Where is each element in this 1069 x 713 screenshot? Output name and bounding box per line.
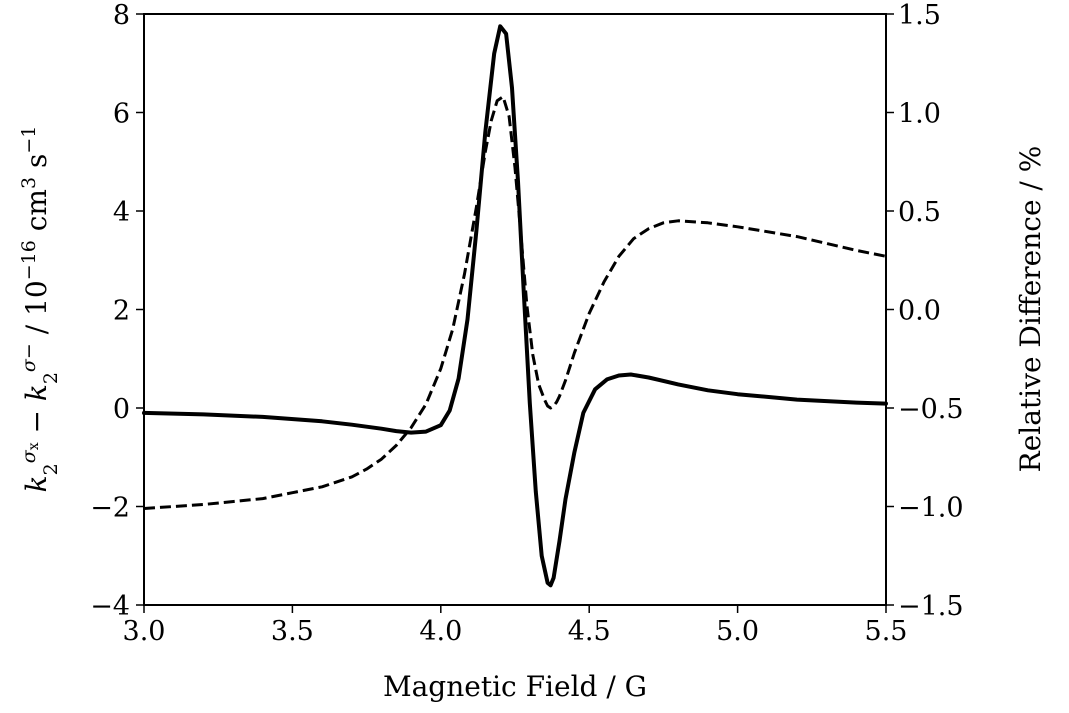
y-axis-label-left: k2σx − k2σ− / 10−16 cm3 s−1 — [18, 126, 62, 493]
y-left-tick-label: −2 — [90, 493, 130, 524]
y-right-tick-label: −0.5 — [898, 394, 964, 425]
y-left-tick-label: 2 — [113, 296, 130, 327]
x-tick-label: 4.0 — [419, 616, 462, 647]
y-left-tick-label: 0 — [113, 394, 130, 425]
x-tick-label: 5.0 — [716, 616, 759, 647]
x-tick-label: 5.5 — [865, 616, 908, 647]
x-axis-label: Magnetic Field / G — [383, 670, 647, 703]
y-right-tick-label: −1.0 — [898, 493, 964, 524]
y-left-tick-label: 6 — [113, 99, 130, 130]
series-lines — [142, 24, 888, 588]
y-right-tick-label: 1.5 — [898, 0, 941, 31]
ticks — [136, 13, 894, 613]
y-left-tick-label: 4 — [113, 197, 130, 228]
series-line-dashed-right — [143, 95, 887, 510]
tick-labels: 3.0 3.5 4.0 4.5 5.0 5.5 −4 −2 0 2 4 6 8 −1.5 −1.0 −0.5 0… — [90, 0, 963, 647]
y-left-tick-label: 8 — [113, 0, 130, 31]
x-tick-label: 3.5 — [271, 616, 314, 647]
y-right-tick-label: 0.5 — [898, 197, 941, 228]
y-axis-label-right: Relative Difference / % — [1014, 146, 1047, 473]
y-right-tick-label: 0.0 — [898, 296, 941, 327]
plot-frame — [143, 13, 887, 606]
x-tick-label: 4.5 — [568, 616, 611, 647]
series-line-solid-left — [142, 24, 888, 588]
y-left-tick-label: −4 — [90, 591, 130, 622]
y-right-tick-label: −1.5 — [898, 591, 964, 622]
y-right-tick-label: 1.0 — [898, 99, 941, 130]
x-tick-label: 3.0 — [123, 616, 166, 647]
